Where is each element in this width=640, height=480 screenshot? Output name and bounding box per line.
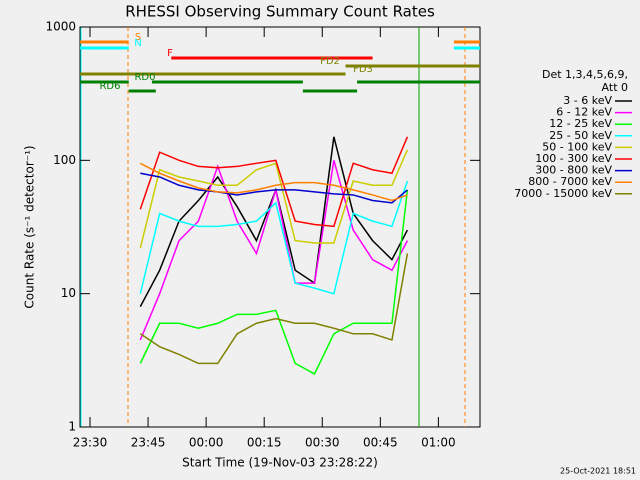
- series-line: [139, 136, 409, 228]
- legend-title: Att 0: [602, 81, 628, 94]
- flag-label: F: [167, 48, 173, 59]
- series-line: [139, 180, 409, 295]
- legend-label: 300 - 800 keV: [535, 164, 612, 177]
- legend-label: 7000 - 15000 keV: [514, 187, 612, 200]
- legend-title: Det 1,3,4,5,6,9,: [542, 68, 628, 81]
- y-tick-label: 100: [53, 153, 76, 167]
- plot-frame: [79, 26, 481, 428]
- legend-label: 25 - 50 keV: [549, 129, 612, 142]
- y-tick-label: 1: [68, 420, 76, 434]
- legend-label: 50 - 100 keV: [542, 140, 612, 153]
- flag-label: RD6: [99, 81, 120, 92]
- series-line: [139, 162, 408, 202]
- x-tick-label: 23:45: [131, 436, 166, 450]
- series-line: [139, 189, 409, 375]
- chart-title: RHESSI Observing Summary Count Rates: [125, 3, 435, 21]
- series-line: [140, 172, 408, 204]
- flag-label: FD3: [353, 64, 373, 75]
- flag-label: S: [135, 32, 141, 43]
- series-line: [139, 253, 409, 365]
- x-axis-label: Start Time (19-Nov-03 23:28:22): [182, 456, 378, 470]
- flag-label: N: [134, 38, 141, 49]
- footer: 25-Oct-2021 18:51: [560, 467, 636, 476]
- x-tick-label: 00:30: [305, 436, 340, 450]
- y-tick-label: 1000: [45, 20, 76, 34]
- y-axis-label: Count Rate (s⁻¹ detector⁻¹): [23, 145, 37, 308]
- y-tick-label: 10: [61, 286, 76, 300]
- legend-label: 6 - 12 keV: [556, 106, 612, 119]
- x-tick-label: 00:00: [189, 436, 224, 450]
- series-line: [139, 149, 409, 249]
- flag-label: RD0: [134, 72, 155, 83]
- legend-label: 800 - 7000 keV: [528, 175, 612, 188]
- series-line: [139, 160, 409, 341]
- x-tick-label: 23:30: [73, 436, 108, 450]
- legend-label: 100 - 300 keV: [535, 152, 612, 165]
- x-tick-label: 00:15: [247, 436, 282, 450]
- x-tick-label: 00:45: [363, 436, 398, 450]
- legend-label: 12 - 25 keV: [549, 117, 612, 130]
- flag-label: FD2: [320, 56, 340, 67]
- legend-label: 3 - 6 keV: [563, 94, 612, 107]
- x-tick-label: 01:00: [421, 436, 456, 450]
